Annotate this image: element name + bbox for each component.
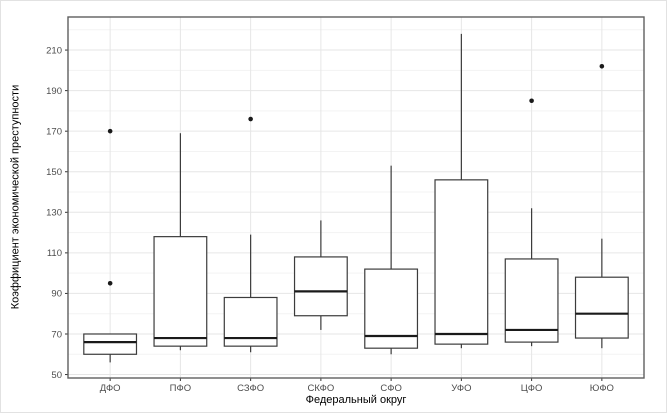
x-axis-title: Федеральный округ: [305, 394, 407, 406]
panel-border: [67, 16, 645, 379]
x-tick-label: ДФО: [100, 383, 121, 394]
x-tick-label: ЮФО: [590, 383, 614, 394]
x-tick-label: УФО: [451, 383, 471, 394]
outlier-dfo: [107, 280, 113, 286]
y-tick-label: 90: [51, 289, 62, 300]
x-tick-label: СФО: [380, 383, 401, 394]
x-tick-label: СЗФО: [237, 383, 264, 394]
outlier-cfo: [529, 98, 534, 104]
x-tick-label: ПФО: [170, 383, 191, 394]
y-tick-label: 130: [46, 208, 62, 219]
y-tick-label: 50: [51, 370, 62, 381]
x-tick-label: ЦФО: [521, 383, 543, 394]
y-tick-label: 110: [47, 248, 62, 259]
y-axis-title: Коэффициент экономической преступности: [9, 84, 22, 310]
outlier-dfo: [107, 128, 113, 134]
box-yufo: [574, 276, 629, 339]
box-pfo: [153, 236, 208, 347]
y-tick-label: 170: [46, 126, 62, 137]
outlier-szfo: [248, 116, 253, 122]
y-tick-label: 70: [51, 329, 62, 340]
outlier-yufo: [599, 63, 605, 69]
x-tick-label: СКФО: [308, 383, 335, 394]
box-cfo: [504, 258, 559, 343]
y-tick-label: 190: [46, 86, 62, 97]
box-dfo: [83, 333, 138, 355]
y-tick-label: 210: [46, 45, 62, 56]
y-tick-label: 150: [46, 167, 62, 178]
box-skfo: [293, 256, 348, 317]
box-ufo: [434, 179, 489, 345]
